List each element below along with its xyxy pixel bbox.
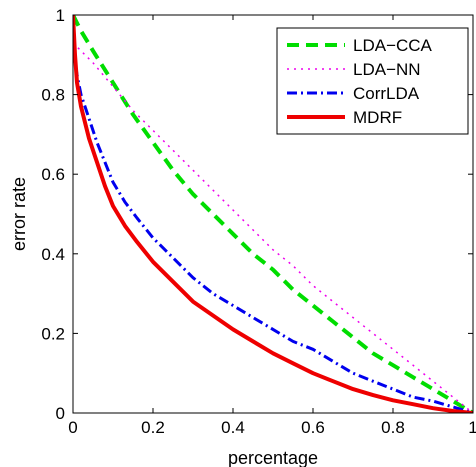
series-line-ldann [73, 42, 473, 413]
y-tick-label: 0.6 [41, 165, 65, 184]
legend-label: LDA−CCA [353, 36, 433, 55]
y-tick-label: 0 [56, 404, 65, 423]
x-tick-label: 1 [468, 418, 476, 437]
series-line-mdrf [73, 15, 473, 413]
series-line-corrlda [73, 46, 473, 413]
x-axis-label: percentage [228, 448, 318, 467]
x-tick-label: 0.8 [381, 418, 405, 437]
y-tick-label: 1 [56, 6, 65, 25]
axes-box [72, 14, 474, 414]
y-tick-label: 0.4 [41, 245, 65, 264]
legend-label: MDRF [353, 108, 402, 127]
y-axis-label: error rate [9, 177, 29, 251]
y-tick-label: 0.8 [41, 86, 65, 105]
legend-label: CorrLDA [353, 84, 420, 103]
series-line-ldacca [73, 15, 473, 413]
x-tick-label: 0.6 [301, 418, 325, 437]
x-tick-label: 0 [68, 418, 77, 437]
x-tick-label: 0.4 [221, 418, 245, 437]
y-tick-label: 0.2 [41, 324, 65, 343]
x-tick-label: 0.2 [141, 418, 165, 437]
legend-label: LDA−NN [353, 60, 421, 79]
